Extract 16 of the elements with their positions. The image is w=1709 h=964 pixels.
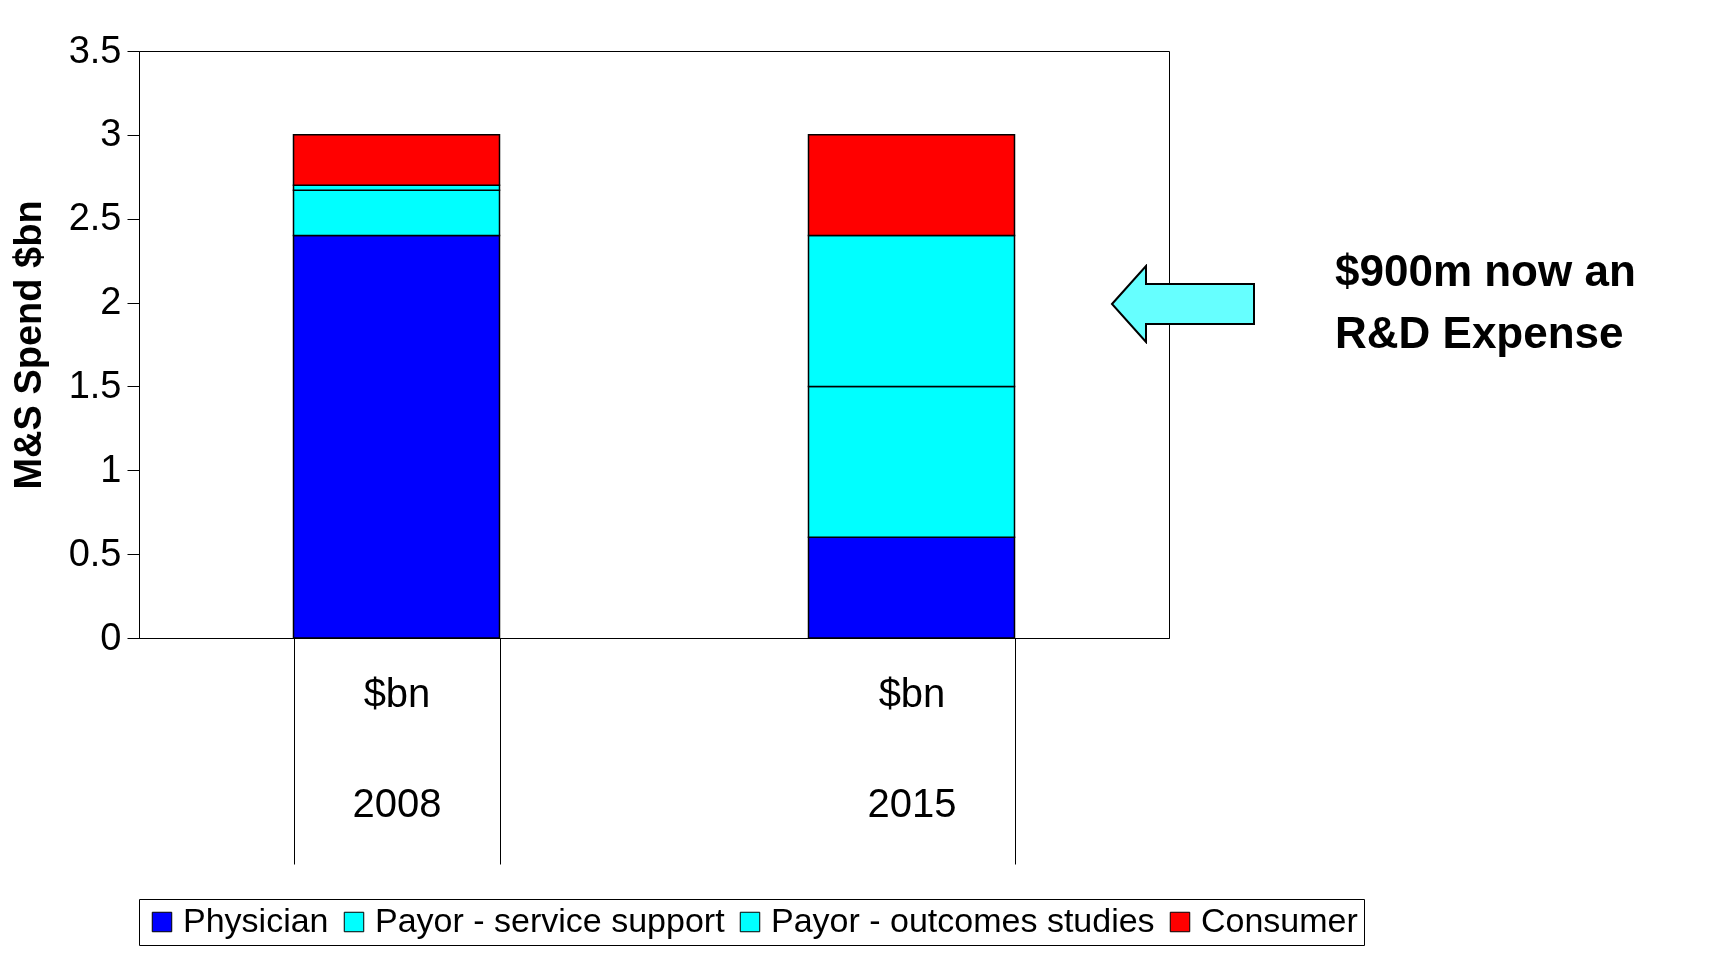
y-tick-label: 0 [100,615,122,658]
y-tick-label: 1 [100,447,122,490]
y-tick-label: 2 [100,280,122,323]
legend-label: Payor - service support [375,901,726,939]
y-tick-label: 3 [100,112,122,155]
legend-label: Payor - outcomes studies [771,901,1155,939]
y-axis-title: M&S Spend $bn [6,200,49,490]
y-tick-label: 0.5 [68,531,122,574]
legend-label: Physician [183,901,329,939]
text: $900m now an R&D Expense [1335,245,1637,359]
category-label: $bn 2008 [352,670,442,825]
category-label: $bn 2015 [867,670,957,825]
y-tick-label: 2.5 [68,196,122,239]
y-tick-label: 3.5 [68,28,122,71]
legend-label: Consumer [1201,901,1358,939]
y-tick-label: 1.5 [68,363,122,406]
